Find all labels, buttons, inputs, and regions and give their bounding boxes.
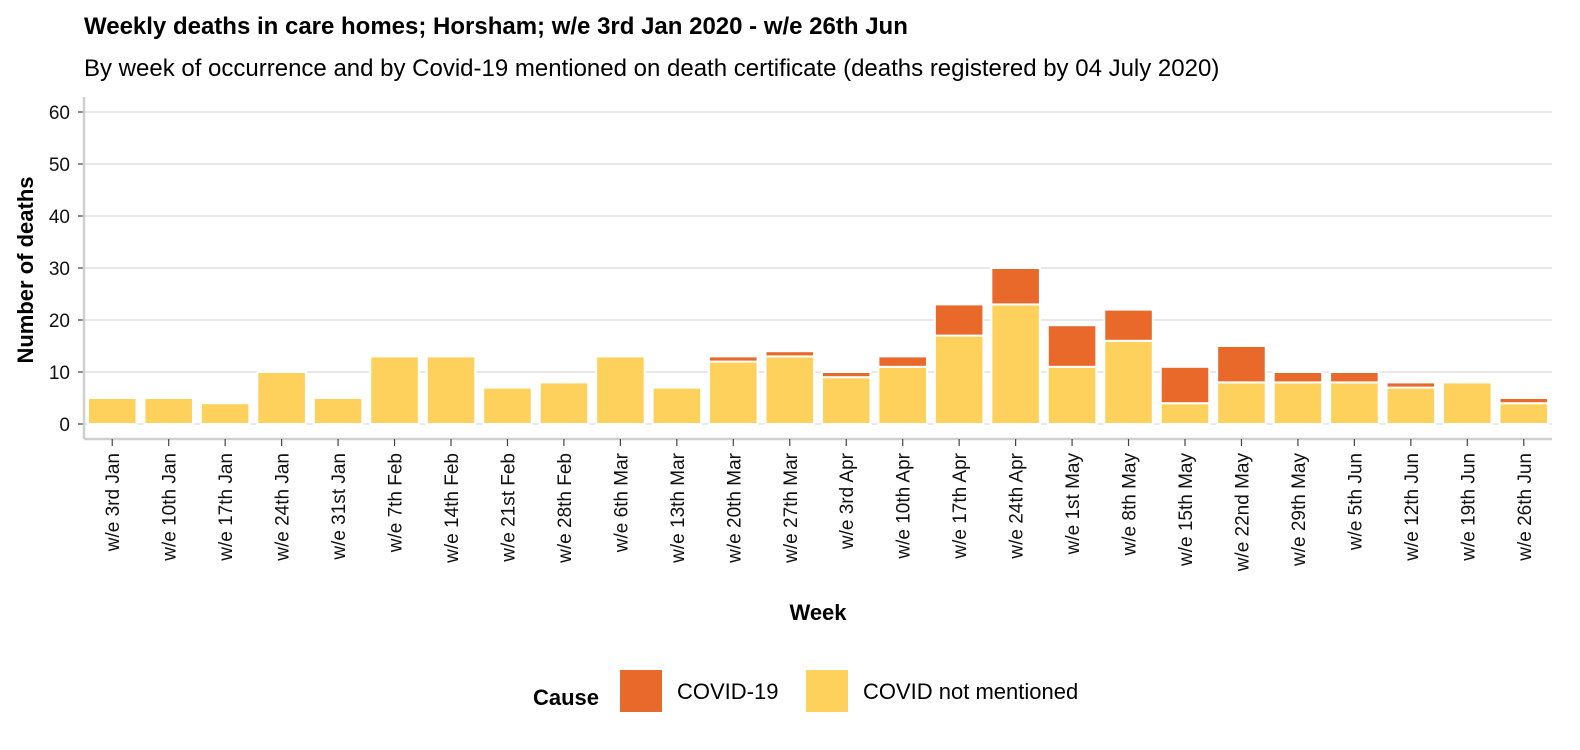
x-tick-label: w/e 21st Feb [498,453,519,563]
y-axis-title: Number of deaths [13,176,38,363]
bar-segment [1498,397,1550,405]
bar-segment [877,365,928,425]
bar-segment [1442,381,1493,425]
x-tick-label: w/e 27th Mar [781,452,802,563]
bar-segment [482,386,533,426]
y-tick-label: 40 [49,207,70,228]
bar-segment [1103,339,1154,425]
legend-title: Cause [533,685,599,710]
bar-segment [990,303,1041,425]
y-tick-label: 20 [49,311,70,332]
bar-segment [425,355,477,425]
bar-segment [1385,386,1437,426]
bar-segment [369,355,420,425]
bar-segment [764,355,816,425]
bar-segment [933,334,985,426]
x-tick-label: w/e 13th Mar [668,452,689,563]
bar-segment [990,267,1041,306]
x-tick-label: w/e 1st May [1063,453,1084,556]
bar-segment [1329,381,1380,425]
bar-segment [199,402,251,426]
x-tick-label: w/e 29th May [1289,453,1310,567]
bar-segment [820,371,872,379]
bars [86,267,1550,426]
bar-segment [312,397,364,425]
x-tick-labels: w/e 3rd Jan w/e 10th Jan w/e 17th Jan w/e 2… [103,439,1536,572]
x-tick-label: w/e 17th Apr [950,452,971,559]
axes [82,97,1552,441]
x-tick-label: w/e 15th May [1176,453,1197,567]
x-tick-label: w/e 14th Feb [442,453,463,564]
bar-segment [651,386,703,426]
x-tick-label: w/e 24th Jan [273,453,294,562]
x-tick-label: w/e 10th Apr [894,452,915,559]
x-tick-label: w/e 17th Jan [216,453,237,562]
bar-segment [1216,345,1267,384]
bar-segment [933,303,985,337]
bar-segment [86,397,138,425]
x-tick-label: w/e 7th Feb [386,453,407,553]
gridlines [78,111,1552,425]
y-tick-labels: 0 10 20 30 40 50 60 [49,103,70,436]
x-tick-label: w/e 3rd Jan [103,453,124,552]
bar-segment [1159,402,1211,426]
legend-label: COVID-19 [677,679,778,704]
x-tick-label: w/e 31st Jan [329,453,350,561]
legend-label: COVID not mentioned [863,679,1078,704]
x-tick-label: w/e 22nd May [1232,453,1253,573]
x-tick-label: w/e 3rd Apr [837,452,858,550]
legend-key [620,670,662,712]
bar-segment [820,376,872,426]
y-tick-label: 50 [49,155,70,176]
y-tick-label: 30 [49,259,70,280]
x-tick-label: w/e 24th Apr [1007,452,1028,559]
bar-segment [1046,365,1098,425]
bar-segment [143,397,194,425]
chart-title: Weekly deaths in care homes; Horsham; w/… [84,13,908,40]
y-tick-label: 60 [49,103,70,124]
bar-segment [708,355,759,363]
bar-segment [764,350,816,358]
x-tick-label: w/e 26th Jun [1515,453,1536,562]
y-tick-label: 10 [49,363,70,384]
bar-segment [1103,308,1154,342]
bar-segment [1272,381,1324,425]
bar-segment [877,355,928,368]
x-tick-label: w/e 12th Jun [1402,453,1423,562]
x-tick-label: w/e 6th Mar [611,452,632,553]
bar-segment [1216,381,1267,425]
bar-segment [256,371,307,425]
bar-segment [595,355,646,425]
bar-segment [1498,402,1550,426]
bar-segment [1272,371,1324,384]
chart-subtitle: By week of occurrence and by Covid-19 me… [84,55,1219,82]
legend-key [806,670,848,712]
bar-segment [538,381,590,425]
bar-segment [708,360,759,426]
x-tick-label: w/e 28th Feb [555,453,576,564]
bar-segment [1385,381,1437,389]
x-tick-label: w/e 20th Mar [724,452,745,563]
x-tick-label: w/e 19th Jun [1458,453,1479,562]
x-tick-label: w/e 8th May [1120,453,1141,557]
bar-segment [1046,324,1098,368]
bar-segment [1329,371,1380,384]
x-tick-label: w/e 5th Jun [1345,453,1366,551]
legend: Cause COVID-19 COVID not mentioned [533,670,1078,712]
x-tick-label: w/e 10th Jan [160,453,181,562]
x-axis-title: Week [789,600,847,625]
bar-segment [1159,365,1211,405]
y-tick-label: 0 [59,415,70,436]
